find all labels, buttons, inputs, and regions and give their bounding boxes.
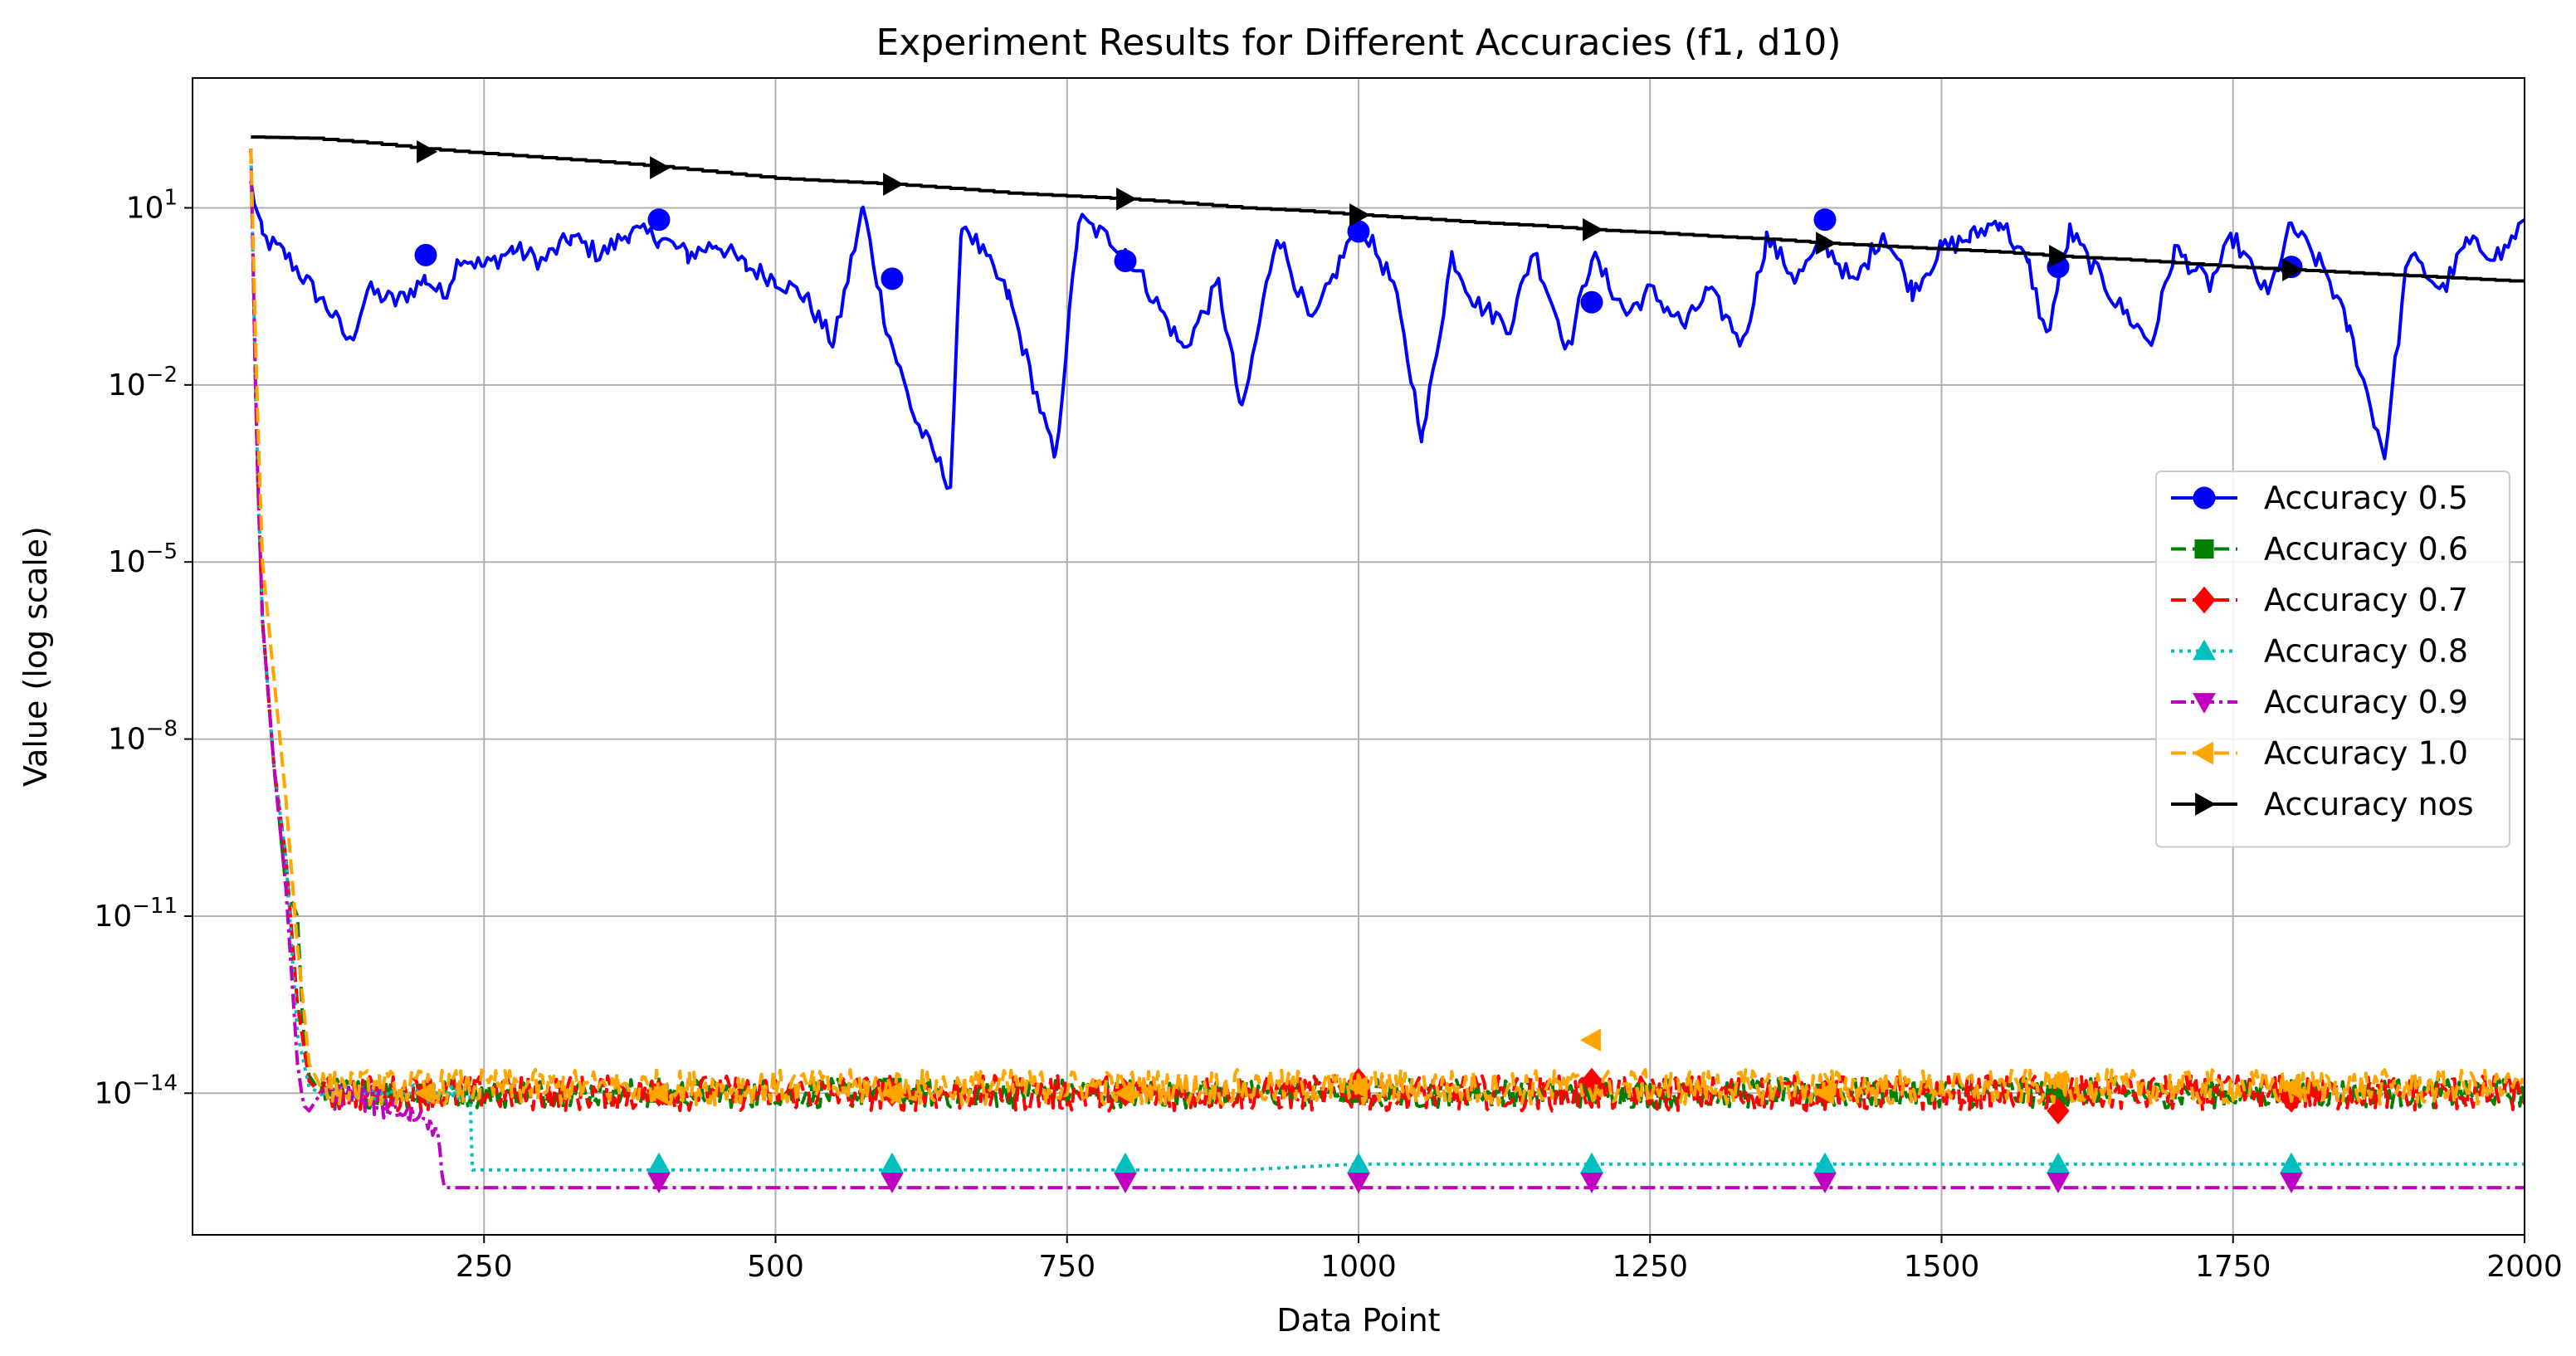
series-accuracy-0-9 bbox=[249, 149, 2525, 1194]
y-tick-label: 10−8 bbox=[108, 717, 178, 757]
legend-item: Accuracy 0.7 bbox=[2171, 582, 2468, 618]
triangle-left-marker bbox=[1346, 1076, 1368, 1100]
triangle-right-marker bbox=[883, 173, 905, 196]
square-marker bbox=[2194, 539, 2214, 559]
triangle-up-marker bbox=[1580, 1152, 1603, 1173]
triangle-left-marker bbox=[413, 1081, 435, 1105]
legend-item: Accuracy 1.0 bbox=[2171, 735, 2468, 772]
legend-item: Accuracy 0.6 bbox=[2171, 531, 2468, 568]
series-line bbox=[249, 149, 2525, 1113]
y-tick-label: 10−11 bbox=[94, 894, 178, 934]
triangle-up-marker bbox=[881, 1152, 904, 1173]
triangle-down-marker bbox=[1580, 1173, 1603, 1194]
x-tick-label: 500 bbox=[747, 1250, 804, 1284]
circle-marker bbox=[1580, 290, 1603, 314]
circle-marker bbox=[414, 243, 437, 266]
y-tick-label: 101 bbox=[126, 185, 178, 225]
legend-box bbox=[2155, 471, 2510, 848]
x-tick-label: 2000 bbox=[2486, 1250, 2563, 1284]
triangle-right-marker bbox=[1816, 232, 1837, 255]
triangle-left-marker bbox=[2279, 1076, 2300, 1100]
y-tick-label: 10−5 bbox=[108, 539, 178, 579]
triangle-up-marker bbox=[2047, 1152, 2070, 1173]
triangle-left-marker bbox=[646, 1081, 668, 1105]
series-accuracy-nos bbox=[251, 135, 2525, 283]
triangle-right-marker bbox=[1116, 187, 1138, 211]
legend-label: Accuracy 0.6 bbox=[2264, 531, 2468, 568]
y-tick-label: 10−2 bbox=[108, 363, 178, 402]
series-accuracy-0-8 bbox=[249, 149, 2525, 1173]
legend-label: Accuracy 0.7 bbox=[2264, 582, 2468, 618]
circle-marker bbox=[1114, 249, 1137, 272]
series-line bbox=[249, 180, 2525, 490]
triangle-up-marker bbox=[2280, 1152, 2303, 1173]
triangle-left-marker bbox=[1579, 1028, 1601, 1052]
legend-item: Accuracy nos bbox=[2171, 786, 2474, 822]
legend-label: Accuracy nos bbox=[2264, 786, 2474, 822]
triangle-up-marker bbox=[2193, 639, 2216, 661]
triangle-right-marker bbox=[650, 156, 671, 179]
circle-marker bbox=[881, 267, 904, 290]
triangle-right-marker bbox=[2282, 258, 2304, 281]
circle-marker bbox=[647, 208, 671, 232]
legend-label: Accuracy 0.9 bbox=[2264, 684, 2468, 720]
series-line bbox=[251, 135, 2525, 283]
series-line bbox=[249, 149, 2525, 1190]
series-line bbox=[249, 149, 2525, 1172]
x-tick-label: 1250 bbox=[1612, 1250, 1688, 1284]
triangle-down-marker bbox=[1114, 1173, 1137, 1194]
triangle-left-marker bbox=[1113, 1081, 1134, 1105]
legend: Accuracy 0.5 Accuracy 0.6 Accuracy 0.7 Accu… bbox=[2155, 471, 2510, 848]
diamond-marker bbox=[2047, 1097, 2070, 1125]
legend-label: Accuracy 0.5 bbox=[2264, 480, 2468, 516]
legend-label: Accuracy 0.8 bbox=[2264, 633, 2468, 670]
triangle-down-marker bbox=[647, 1173, 671, 1194]
circle-marker bbox=[2193, 486, 2216, 510]
triangle-down-marker bbox=[881, 1173, 904, 1194]
x-tick-label: 1500 bbox=[1904, 1250, 1980, 1284]
y-axis: 101 10−2 10−5 10−8 10−11 10−14 bbox=[94, 185, 193, 1110]
triangle-up-marker bbox=[1813, 1152, 1837, 1173]
triangle-up-marker bbox=[1347, 1152, 1370, 1173]
triangle-up-marker bbox=[647, 1152, 671, 1173]
x-tick-label: 1750 bbox=[2195, 1250, 2271, 1284]
triangle-right-marker bbox=[2049, 244, 2071, 268]
triangle-left-marker bbox=[1812, 1081, 1834, 1105]
triangle-left-marker bbox=[2046, 1070, 2067, 1093]
triangle-right-marker bbox=[2195, 793, 2217, 816]
x-tick-label: 750 bbox=[1038, 1250, 1095, 1284]
triangle-down-marker bbox=[2047, 1173, 2070, 1194]
triangle-down-marker bbox=[2280, 1173, 2303, 1194]
series-line bbox=[249, 149, 2525, 1110]
series-layer bbox=[249, 135, 2525, 1194]
legend-item: Accuracy 0.9 bbox=[2171, 684, 2468, 720]
triangle-down-marker bbox=[1347, 1173, 1370, 1194]
x-tick-label: 250 bbox=[456, 1250, 513, 1284]
diamond-marker bbox=[2193, 586, 2216, 614]
triangle-right-marker bbox=[1583, 217, 1604, 241]
y-tick-label: 10−14 bbox=[94, 1071, 178, 1110]
circle-marker bbox=[1813, 208, 1837, 232]
y-axis-title: Value (log scale) bbox=[17, 526, 54, 787]
x-axis: 250 500 750 1000 1250 1500 1750 2000 bbox=[456, 1235, 2563, 1284]
triangle-right-marker bbox=[417, 140, 438, 163]
series-accuracy-0-5 bbox=[249, 180, 2525, 490]
triangle-up-marker bbox=[1114, 1152, 1137, 1173]
legend-item: Accuracy 0.5 bbox=[2171, 480, 2468, 516]
chart-title: Experiment Results for Different Accurac… bbox=[876, 22, 1841, 64]
series-line bbox=[249, 149, 2525, 1107]
triangle-left-marker bbox=[2192, 741, 2213, 765]
triangle-right-marker bbox=[1349, 203, 1371, 227]
x-tick-label: 1000 bbox=[1320, 1250, 1397, 1284]
legend-label: Accuracy 1.0 bbox=[2264, 735, 2468, 772]
triangle-down-marker bbox=[2193, 693, 2216, 715]
x-axis-title: Data Point bbox=[1276, 1302, 1440, 1339]
triangle-left-marker bbox=[880, 1081, 901, 1105]
series-accuracy-1-0 bbox=[249, 149, 2525, 1107]
legend-item: Accuracy 0.8 bbox=[2171, 633, 2468, 670]
triangle-down-marker bbox=[1813, 1173, 1837, 1194]
